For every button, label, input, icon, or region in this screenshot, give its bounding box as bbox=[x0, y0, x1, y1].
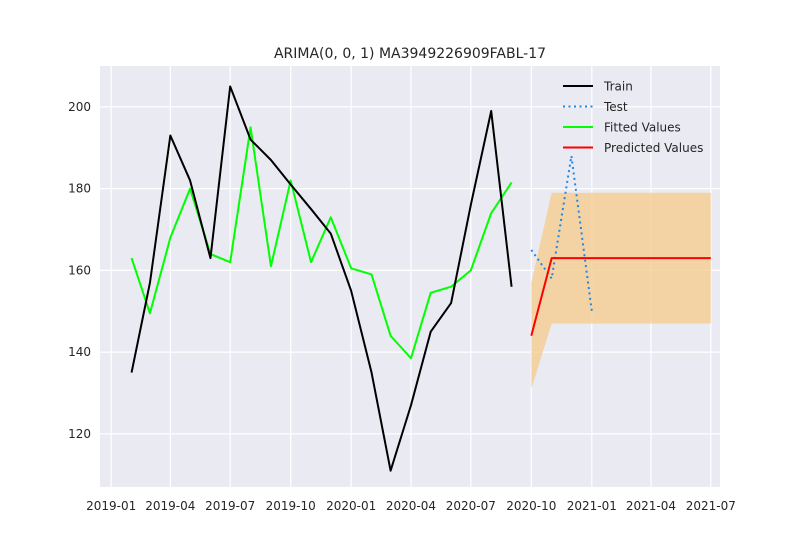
x-tick-label: 2021-04 bbox=[626, 499, 676, 513]
chart-title: ARIMA(0, 0, 1) MA3949226909FABL-17 bbox=[274, 46, 546, 62]
x-tick-label: 2019-04 bbox=[145, 499, 195, 513]
y-tick-label: 160 bbox=[68, 263, 91, 277]
legend-label-predicted-values: Predicted Values bbox=[604, 141, 703, 155]
y-tick-label: 140 bbox=[68, 345, 91, 359]
x-tick-label: 2021-01 bbox=[567, 499, 617, 513]
y-tick-label: 200 bbox=[68, 100, 91, 114]
x-tick-label: 2019-10 bbox=[266, 499, 316, 513]
y-tick-label: 120 bbox=[68, 427, 91, 441]
series-line-predicted-values bbox=[530, 257, 711, 337]
legend-label-test: Test bbox=[603, 100, 628, 114]
legend-label-train: Train bbox=[603, 80, 633, 94]
x-tick-label: 2019-07 bbox=[205, 499, 255, 513]
series-line-train bbox=[130, 85, 513, 472]
x-tick-label: 2020-04 bbox=[386, 499, 436, 513]
x-tick-label: 2020-01 bbox=[326, 499, 376, 513]
plot-area: 2019-01 2019-04 2019-07 2019-10 2020-01 2020-… bbox=[68, 66, 736, 513]
x-tick-label: 2021-07 bbox=[686, 499, 736, 513]
x-tick-label: 2019-01 bbox=[86, 499, 136, 513]
confidence-interval-band bbox=[531, 192, 711, 389]
y-tick-label: 180 bbox=[68, 182, 91, 196]
legend-label-fitted-values: Fitted Values bbox=[604, 121, 681, 135]
series-line-fitted-values bbox=[130, 126, 513, 360]
series-line-test bbox=[530, 154, 593, 312]
x-tick-label: 2020-07 bbox=[446, 499, 496, 513]
x-tick-label: 2020-10 bbox=[506, 499, 556, 513]
legend: Train Test Fitted Values Predicted Values bbox=[563, 80, 703, 155]
